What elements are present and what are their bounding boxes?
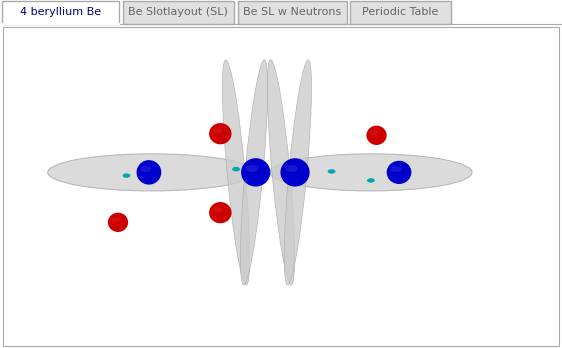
Ellipse shape bbox=[223, 60, 250, 285]
Ellipse shape bbox=[366, 126, 387, 145]
Ellipse shape bbox=[123, 173, 130, 178]
Ellipse shape bbox=[209, 202, 232, 223]
Ellipse shape bbox=[270, 154, 472, 191]
Ellipse shape bbox=[328, 169, 336, 174]
Bar bbox=[123, 1, 234, 24]
Ellipse shape bbox=[268, 60, 294, 285]
Ellipse shape bbox=[137, 160, 161, 185]
Ellipse shape bbox=[212, 128, 223, 133]
Ellipse shape bbox=[48, 154, 256, 191]
Text: Periodic Table: Periodic Table bbox=[362, 7, 438, 17]
Ellipse shape bbox=[280, 158, 310, 187]
Ellipse shape bbox=[241, 158, 270, 187]
Ellipse shape bbox=[369, 130, 379, 135]
Text: Be Slotlayout (SL): Be Slotlayout (SL) bbox=[129, 7, 228, 17]
Text: Be SL w Neutrons: Be SL w Neutrons bbox=[243, 7, 341, 17]
Ellipse shape bbox=[391, 166, 401, 172]
Ellipse shape bbox=[111, 217, 120, 222]
Ellipse shape bbox=[108, 213, 128, 232]
Ellipse shape bbox=[140, 166, 151, 172]
Ellipse shape bbox=[209, 123, 232, 144]
Ellipse shape bbox=[232, 167, 240, 172]
Ellipse shape bbox=[241, 60, 268, 285]
Bar bbox=[238, 1, 347, 24]
Ellipse shape bbox=[387, 161, 411, 184]
Bar bbox=[2, 1, 119, 24]
Ellipse shape bbox=[367, 178, 375, 183]
Ellipse shape bbox=[284, 60, 311, 285]
Ellipse shape bbox=[246, 165, 259, 172]
Ellipse shape bbox=[285, 165, 298, 172]
Text: 4 beryllium Be: 4 beryllium Be bbox=[20, 7, 101, 17]
Bar bbox=[350, 1, 451, 24]
Ellipse shape bbox=[212, 207, 223, 212]
